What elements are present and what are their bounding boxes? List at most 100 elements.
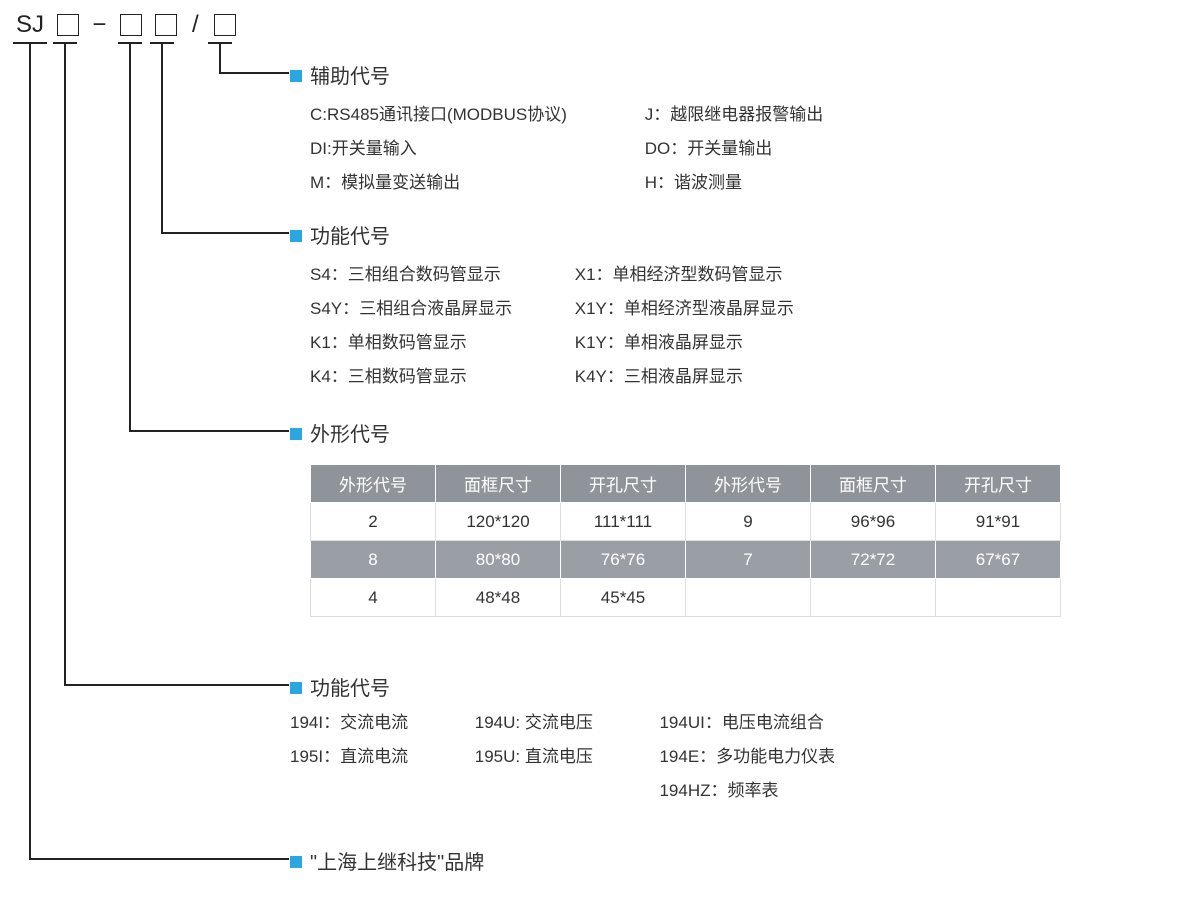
h-sj <box>29 858 289 860</box>
aux-l0: C:RS485通讯接口(MODBUS协议) <box>310 98 610 132</box>
h-b4 <box>219 72 289 74</box>
aux-col-right: J：越限继电器报警输出 DO：开关量输出 H：谐波测量 <box>645 98 945 200</box>
ul-b2 <box>118 42 142 44</box>
ul-sj <box>13 42 47 44</box>
f2-c0: 194UI：电压电流组合 <box>659 706 899 740</box>
table-header-row: 外形代号 面框尺寸 开孔尺寸 外形代号 面框尺寸 开孔尺寸 <box>311 465 1061 503</box>
h-b3 <box>161 232 289 234</box>
td: 2 <box>311 503 436 541</box>
f2-c1: 194E：多功能电力仪表 <box>659 740 899 774</box>
td: 9 <box>686 503 811 541</box>
func2-colC: 194UI：电压电流组合 194E：多功能电力仪表 194HZ：频率表 <box>659 706 899 808</box>
aux-title-text: 辅助代号 <box>310 66 390 88</box>
td: 96*96 <box>811 503 936 541</box>
code-box-1 <box>57 14 79 36</box>
aux-r2: H：谐波测量 <box>645 166 945 200</box>
section-brand-title: "上海上继科技"品牌 <box>290 846 484 875</box>
f1-r2: K1Y：单相液晶屏显示 <box>575 326 855 360</box>
code-box-2 <box>120 14 142 36</box>
td: 45*45 <box>561 579 686 617</box>
code-prefix: SJ <box>13 11 47 39</box>
tick-sj <box>29 42 31 52</box>
f2-a0: 194I：交流电流 <box>290 706 470 740</box>
f2-c2: 194HZ：频率表 <box>659 774 899 808</box>
th-1: 面框尺寸 <box>436 465 561 503</box>
td: 80*80 <box>436 541 561 579</box>
f1-l3: K4：三相数码管显示 <box>310 360 570 394</box>
td: 111*111 <box>561 503 686 541</box>
f2-b0: 194U: 交流电压 <box>475 706 655 740</box>
h-b2 <box>129 430 289 432</box>
td: 8 <box>311 541 436 579</box>
func2-colA: 194I：交流电流 195I：直流电流 <box>290 706 470 774</box>
section-shape-title: 外形代号 <box>290 418 390 447</box>
td <box>811 579 936 617</box>
aux-l2: M：模拟量变送输出 <box>310 166 610 200</box>
td: 7 <box>686 541 811 579</box>
func1-col-right: X1：单相经济型数码管显示 X1Y：单相经济型液晶屏显示 K1Y：单相液晶屏显示… <box>575 258 855 394</box>
f1-l1: S4Y：三相组合液晶屏显示 <box>310 292 570 326</box>
th-3: 外形代号 <box>686 465 811 503</box>
aux-codes: C:RS485通讯接口(MODBUS协议) DI:开关量输入 M：模拟量变送输出… <box>310 98 945 200</box>
v-sj <box>29 52 31 858</box>
v-b3 <box>161 52 163 232</box>
tick-b1 <box>64 42 66 52</box>
func1-col-left: S4：三相组合数码管显示 S4Y：三相组合液晶屏显示 K1：单相数码管显示 K4… <box>310 258 570 394</box>
tick-b4 <box>219 42 221 52</box>
func2-codes: 194I：交流电流 195I：直流电流 194U: 交流电压 195U: 直流电… <box>290 706 899 808</box>
v-b1 <box>64 52 66 684</box>
bullet-icon <box>290 856 302 868</box>
th-4: 面框尺寸 <box>811 465 936 503</box>
f2-b1: 195U: 直流电压 <box>475 740 655 774</box>
td: 4 <box>311 579 436 617</box>
f1-r1: X1Y：单相经济型液晶屏显示 <box>575 292 855 326</box>
ul-b3 <box>150 42 174 44</box>
tick-b2 <box>129 42 131 52</box>
code-box-4 <box>214 14 236 36</box>
section-func1-title: 功能代号 <box>290 220 390 249</box>
th-0: 外形代号 <box>311 465 436 503</box>
td: 67*67 <box>936 541 1061 579</box>
aux-r1: DO：开关量输出 <box>645 132 945 166</box>
f2-a1: 195I：直流电流 <box>290 740 470 774</box>
ul-b1 <box>53 42 77 44</box>
f1-l2: K1：单相数码管显示 <box>310 326 570 360</box>
aux-col-left: C:RS485通讯接口(MODBUS协议) DI:开关量输入 M：模拟量变送输出 <box>310 98 610 200</box>
th-2: 开孔尺寸 <box>561 465 686 503</box>
table-row: 2 120*120 111*111 9 96*96 91*91 <box>311 503 1061 541</box>
func2-colB: 194U: 交流电压 195U: 直流电压 <box>475 706 655 774</box>
f1-r0: X1：单相经济型数码管显示 <box>575 258 855 292</box>
aux-r0: J：越限继电器报警输出 <box>645 98 945 132</box>
bullet-icon <box>290 70 302 82</box>
td <box>936 579 1061 617</box>
code-box-3 <box>155 14 177 36</box>
func1-codes: S4：三相组合数码管显示 S4Y：三相组合液晶屏显示 K1：单相数码管显示 K4… <box>310 258 855 394</box>
shape-table: 外形代号 面框尺寸 开孔尺寸 外形代号 面框尺寸 开孔尺寸 2 120*120 … <box>310 464 1061 617</box>
table-row: 8 80*80 76*76 7 72*72 67*67 <box>311 541 1061 579</box>
f1-r3: K4Y：三相液晶屏显示 <box>575 360 855 394</box>
th-5: 开孔尺寸 <box>936 465 1061 503</box>
code-slash: / <box>186 11 204 39</box>
td: 48*48 <box>436 579 561 617</box>
bullet-icon <box>290 428 302 440</box>
model-code-row: SJ − / <box>13 10 239 39</box>
table-row: 4 48*48 45*45 <box>311 579 1061 617</box>
td: 76*76 <box>561 541 686 579</box>
v-b2 <box>129 52 131 430</box>
td: 120*120 <box>436 503 561 541</box>
brand-title-text: "上海上继科技"品牌 <box>310 852 484 874</box>
h-b1 <box>64 684 289 686</box>
code-dash: − <box>88 11 110 39</box>
td: 72*72 <box>811 541 936 579</box>
func1-title-text: 功能代号 <box>310 226 390 248</box>
td: 91*91 <box>936 503 1061 541</box>
bullet-icon <box>290 682 302 694</box>
td <box>686 579 811 617</box>
f1-l0: S4：三相组合数码管显示 <box>310 258 570 292</box>
ul-b4 <box>208 42 232 44</box>
tick-b3 <box>161 42 163 52</box>
section-aux-title: 辅助代号 <box>290 60 390 89</box>
v-b4 <box>219 52 221 72</box>
section-func2-title: 功能代号 <box>290 672 390 701</box>
bullet-icon <box>290 230 302 242</box>
